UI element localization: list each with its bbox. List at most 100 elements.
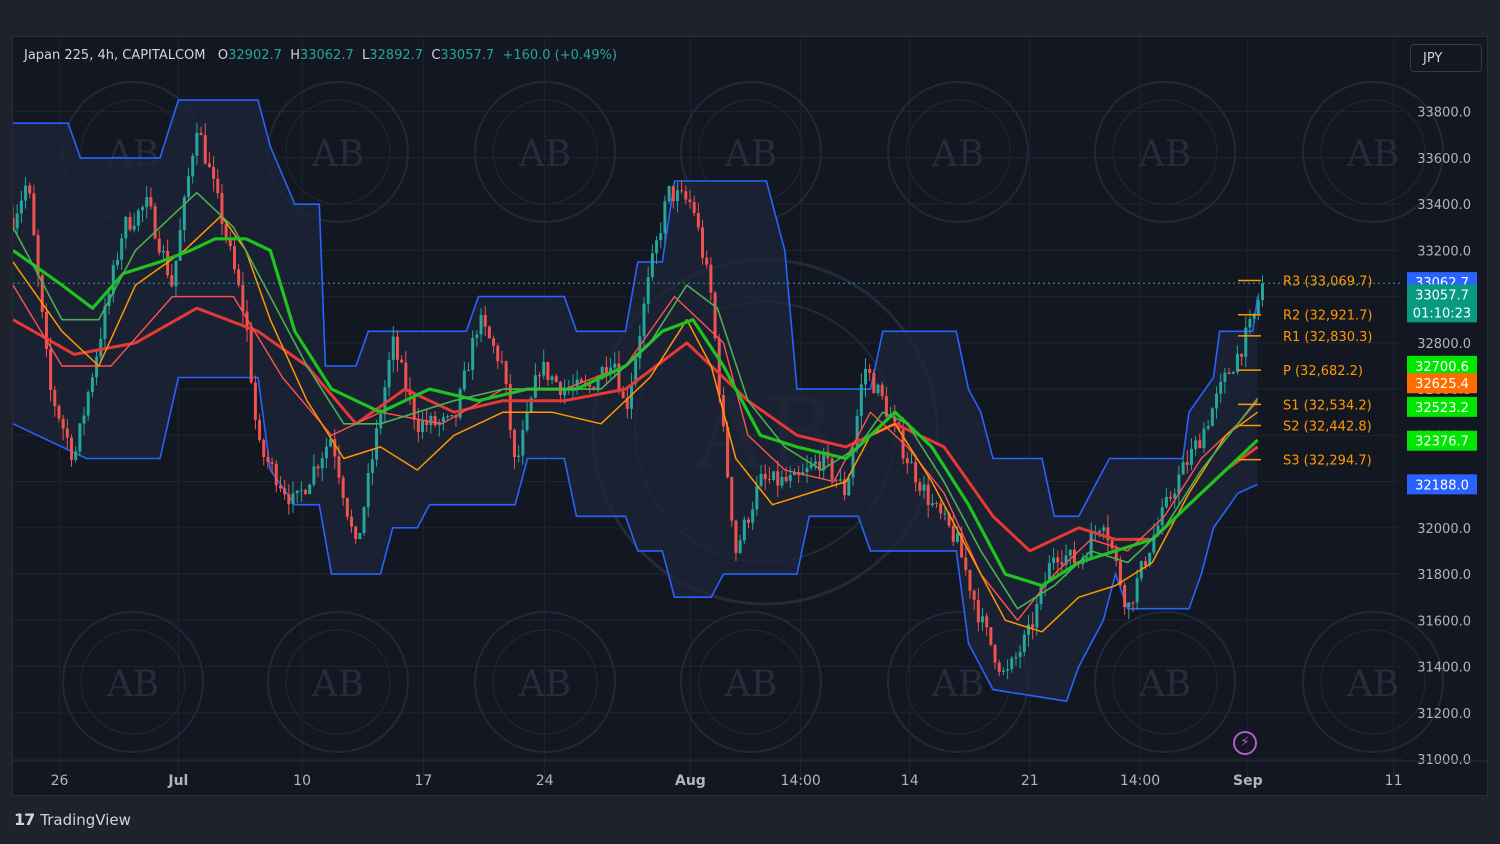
candle-body [182, 196, 186, 230]
price-axis-label: 33600.0 [1417, 152, 1471, 167]
price-axis-label: 31400.0 [1417, 661, 1471, 676]
price-tags: 33062.733057.701:10:2332700.632625.43252… [1407, 272, 1477, 495]
candle-body [604, 367, 608, 375]
candle-body [358, 532, 362, 540]
candle-body [1114, 548, 1118, 562]
candle-body [976, 599, 980, 623]
watermark-seal-inner [80, 629, 186, 735]
candle-body [124, 216, 128, 239]
candle-body [600, 367, 604, 379]
watermark-text: AB [518, 134, 571, 175]
candle-body [19, 200, 23, 214]
candle-body [805, 467, 809, 473]
candle-body [1215, 393, 1219, 409]
candle-body [149, 197, 153, 207]
candle-body [1072, 549, 1076, 564]
candle-body [684, 191, 688, 200]
candle-body [638, 336, 642, 359]
candle-body [337, 456, 341, 478]
candle-body [759, 473, 763, 486]
candle-body [379, 413, 383, 429]
candle-body [1223, 372, 1227, 382]
candle-body [1160, 507, 1164, 526]
symbol-legend: Japan 225, 4h, CAPITALCOM O32902.7 H3306… [24, 48, 617, 63]
candle-body [299, 490, 303, 492]
watermark-text: AB [1138, 664, 1191, 705]
candle-body [930, 503, 934, 506]
candle-body [295, 490, 299, 494]
candle-body [1164, 496, 1168, 508]
candle-body [187, 176, 191, 197]
candle-body [1102, 527, 1106, 531]
candle-body [191, 155, 195, 177]
candle-body [947, 513, 951, 526]
candle-body [341, 477, 345, 499]
candle-body [13, 218, 15, 229]
candle-body [111, 265, 115, 294]
candle-body [1177, 474, 1181, 494]
watermark-seal [1094, 611, 1236, 753]
candle-body [1035, 603, 1039, 628]
candle-body [400, 359, 404, 363]
candle-body [199, 133, 203, 136]
candle-body [755, 485, 759, 510]
candle-body [617, 363, 621, 392]
candle-body [70, 437, 74, 460]
candle-body [629, 383, 633, 409]
candle-body [671, 186, 675, 202]
line-ema-red-thick [13, 306, 1259, 553]
candle-body [220, 193, 224, 224]
chart-canvas[interactable]: ABABABABABABABABABABABABABABAB R3 (33,06… [13, 37, 1489, 797]
price-tag [1407, 355, 1477, 376]
candle-body [366, 472, 370, 508]
candle-body [291, 493, 295, 505]
candle-body [320, 458, 324, 469]
candle-body [1135, 578, 1139, 603]
close-value: 33057.7 [440, 48, 495, 63]
moving-averages [13, 191, 1403, 633]
candle-body [546, 362, 550, 380]
candle-body [705, 257, 709, 265]
candle-body [554, 376, 558, 382]
watermark-seal [474, 81, 616, 223]
pivot-label: S2 (32,442.8) [1283, 419, 1372, 434]
currency-button[interactable]: JPY [1410, 44, 1482, 72]
candle-body [433, 416, 437, 426]
candle-body [997, 662, 1001, 672]
candle-body [132, 225, 136, 230]
candle-body [304, 490, 308, 494]
watermark-seal [267, 611, 409, 753]
lightning-icon[interactable]: ⚡ [1233, 731, 1257, 755]
watermark-text: AB [1346, 664, 1399, 705]
candle-body [717, 338, 721, 396]
price-axis-label: 31800.0 [1417, 568, 1471, 583]
pivot-label: S1 (32,534.2) [1283, 398, 1372, 413]
candle-body [1219, 381, 1223, 394]
candle-body [462, 370, 466, 390]
candle-body [784, 476, 788, 481]
candle-body [136, 210, 140, 226]
candle-body [61, 418, 65, 429]
time-axis[interactable]: 26 Jul 10 17 24 Aug 14:00 14 21 14:00 Sep 11 [13, 760, 1489, 789]
candle-body [834, 479, 838, 481]
candle-body [943, 513, 947, 515]
price-tag-text: 32700.6 [1415, 360, 1469, 375]
candle-body [726, 426, 730, 478]
candle-body [780, 476, 784, 486]
candle-body [926, 484, 930, 506]
candle-body [972, 590, 976, 600]
candle-body [287, 494, 291, 505]
chart-frame[interactable]: ABABABABABABABABABABABABABABAB R3 (33,06… [12, 36, 1489, 797]
candle-body [993, 644, 997, 663]
tradingview-brand[interactable]: 17 TradingView [14, 810, 131, 829]
symbol-name[interactable]: Japan 225, 4h, CAPITALCOM [24, 48, 206, 63]
candle-body [655, 240, 659, 254]
candle-body [404, 362, 408, 390]
candle-body [1244, 327, 1248, 357]
candle-body [421, 420, 425, 433]
candle-body [909, 462, 913, 464]
candle-body [713, 292, 717, 339]
candle-body [203, 135, 207, 164]
tradingview-logo-icon: 17 [14, 810, 35, 829]
candle-body [809, 464, 813, 468]
